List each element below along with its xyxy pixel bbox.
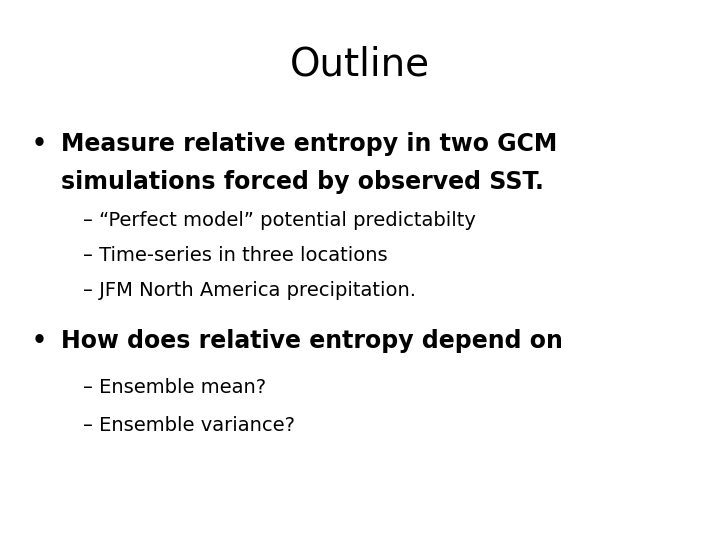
Text: Outline: Outline xyxy=(290,46,430,84)
Text: simulations forced by observed SST.: simulations forced by observed SST. xyxy=(61,170,544,194)
Text: – JFM North America precipitation.: – JFM North America precipitation. xyxy=(83,281,416,300)
Text: How does relative entropy depend on: How does relative entropy depend on xyxy=(61,329,563,353)
Text: Measure relative entropy in two GCM: Measure relative entropy in two GCM xyxy=(61,132,557,156)
Text: – Time-series in three locations: – Time-series in three locations xyxy=(83,246,387,265)
Text: •: • xyxy=(32,132,47,156)
Text: •: • xyxy=(32,329,47,353)
Text: – Ensemble variance?: – Ensemble variance? xyxy=(83,416,294,435)
Text: – “Perfect model” potential predictabilty: – “Perfect model” potential predictabilt… xyxy=(83,211,476,229)
Text: – Ensemble mean?: – Ensemble mean? xyxy=(83,378,266,397)
